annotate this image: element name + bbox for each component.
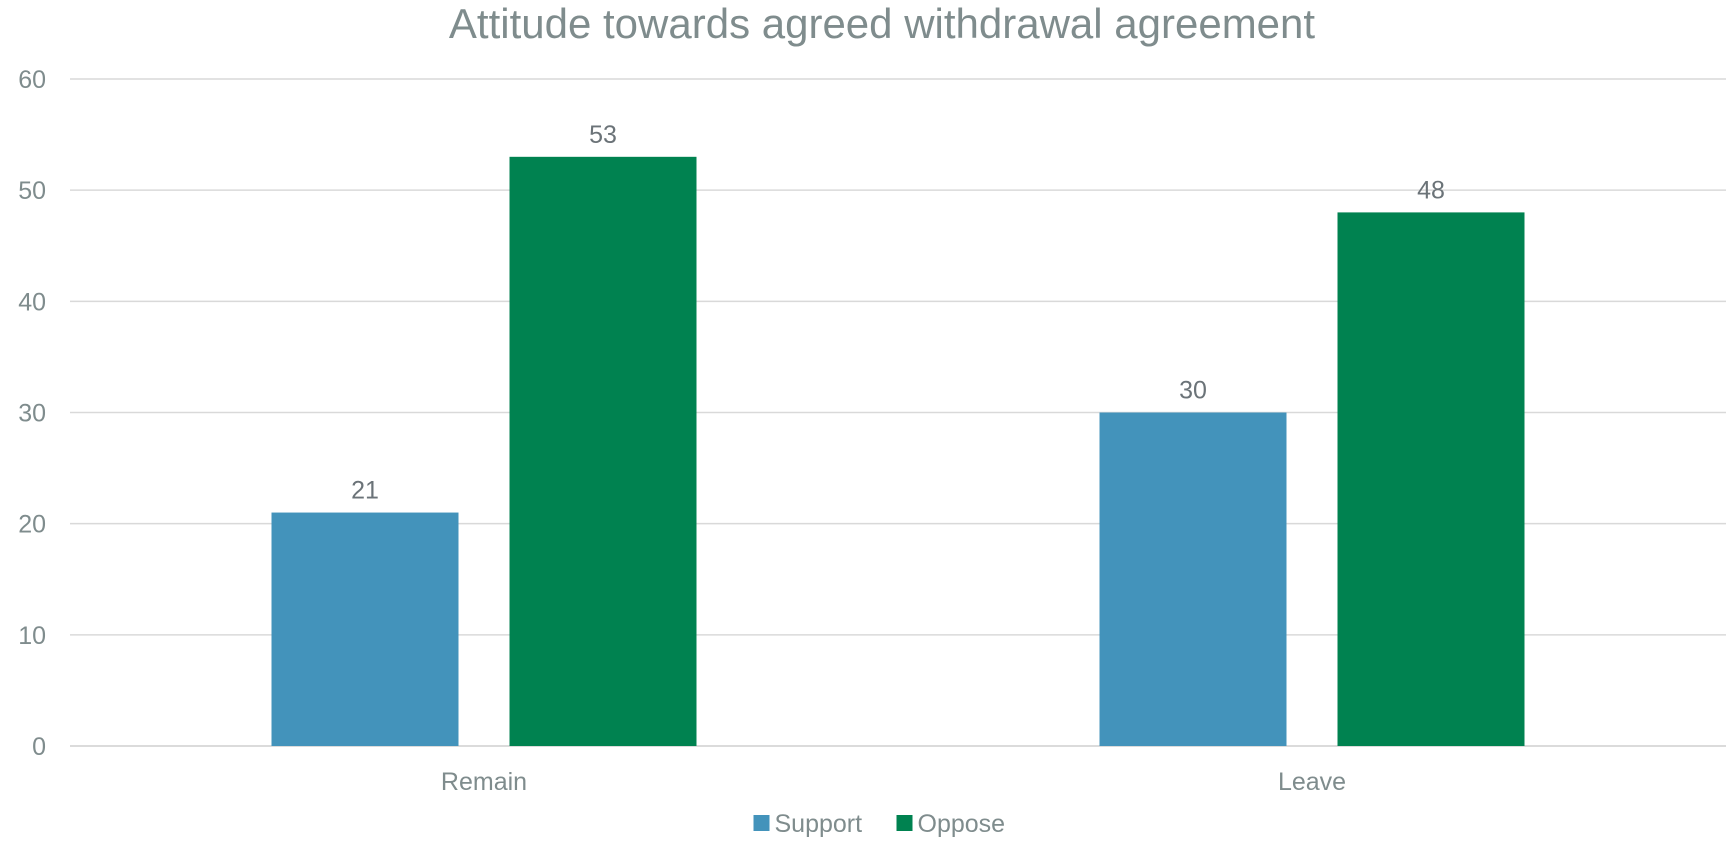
y-tick-label: 60 — [18, 66, 46, 94]
bars — [271, 156, 1525, 747]
y-tick-label: 10 — [18, 622, 46, 650]
legend: Support Oppose — [753, 810, 1006, 838]
data-label: 53 — [589, 121, 617, 149]
y-tick-label: 40 — [18, 288, 46, 316]
x-category-label: Remain — [441, 768, 527, 796]
legend-label-oppose: Oppose — [918, 810, 1006, 838]
y-tick-label: 50 — [18, 177, 46, 205]
y-axis-ticks: 0 10 20 30 40 50 60 — [18, 66, 46, 761]
data-label: 48 — [1417, 176, 1445, 204]
y-tick-label: 0 — [32, 733, 46, 761]
bar-oppose-remain — [509, 156, 697, 747]
y-tick-label: 30 — [18, 400, 46, 428]
data-labels: 21 53 30 48 — [351, 121, 1445, 505]
bar-support-remain — [271, 512, 459, 746]
x-axis-categories: Remain Leave — [441, 768, 1346, 796]
bar-support-leave — [1099, 412, 1287, 746]
legend-swatch-support — [753, 815, 770, 831]
x-category-label: Leave — [1278, 768, 1346, 796]
chart-title: Attitude towards agreed withdrawal agree… — [449, 0, 1315, 47]
data-label: 21 — [351, 477, 379, 505]
data-label: 30 — [1179, 377, 1207, 405]
y-tick-label: 20 — [18, 511, 46, 539]
legend-swatch-oppose — [896, 815, 913, 831]
bar-oppose-leave — [1337, 212, 1525, 746]
legend-label-support: Support — [775, 810, 863, 838]
